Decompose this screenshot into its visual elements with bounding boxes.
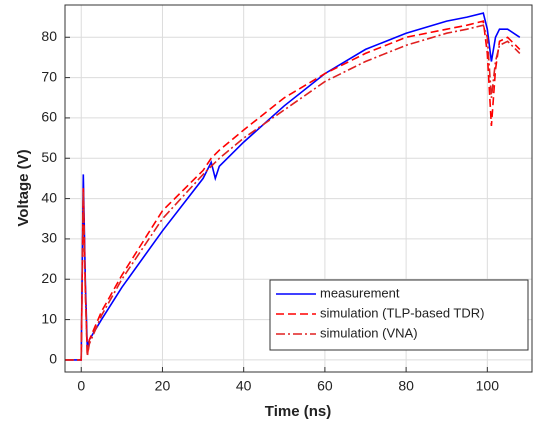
legend-label: measurement — [320, 285, 400, 300]
x-tick-label: 0 — [77, 378, 85, 394]
y-axis-label: Voltage (V) — [15, 149, 32, 226]
legend-box — [269, 279, 529, 351]
x-tick-label: 20 — [155, 378, 171, 394]
y-tick-label: 40 — [41, 189, 57, 205]
legend-label: simulation (TLP-based TDR) — [320, 305, 484, 320]
legend-label: simulation (VNA) — [320, 325, 418, 340]
y-tick-label: 30 — [41, 230, 57, 246]
y-tick-label: 20 — [41, 270, 57, 286]
series-line — [65, 12, 521, 361]
x-axis-label: Time (ns) — [265, 403, 331, 420]
y-tick-label: 80 — [41, 28, 57, 44]
x-tick-label: 40 — [236, 378, 252, 394]
y-tick-label: 50 — [41, 149, 57, 165]
plot-frame — [64, 4, 533, 373]
y-tick-label: 60 — [41, 109, 57, 125]
y-tick-label: 10 — [41, 310, 57, 326]
y-tick-label: 0 — [49, 351, 57, 367]
x-tick-label: 80 — [398, 378, 414, 394]
x-tick-label: 60 — [317, 378, 333, 394]
legend: measurement simulation (TLP-based TDR) sim… — [269, 279, 529, 351]
series-line — [65, 20, 521, 361]
y-tick-label: 70 — [41, 68, 57, 84]
x-tick-label: 100 — [476, 378, 500, 394]
